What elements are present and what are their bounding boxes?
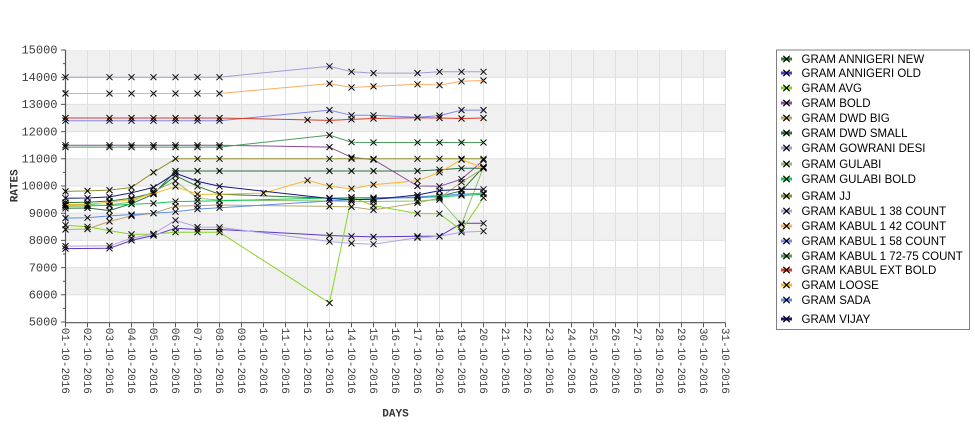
svg-text:25-10-2016: 25-10-2016 bbox=[586, 328, 598, 394]
svg-text:10000: 10000 bbox=[21, 180, 57, 194]
svg-text:28-10-2016: 28-10-2016 bbox=[652, 328, 664, 394]
svg-text:05-10-2016: 05-10-2016 bbox=[146, 328, 158, 394]
svg-text:GRAM GOWRANI DESI: GRAM GOWRANI DESI bbox=[802, 143, 926, 155]
svg-text:GRAM DWD BIG: GRAM DWD BIG bbox=[802, 113, 890, 125]
svg-text:12-10-2016: 12-10-2016 bbox=[300, 328, 312, 394]
svg-text:13000: 13000 bbox=[21, 98, 57, 112]
svg-text:GRAM KABUL 1 38 COUNT: GRAM KABUL 1 38 COUNT bbox=[802, 206, 947, 218]
svg-text:GRAM LOOSE: GRAM LOOSE bbox=[802, 280, 880, 292]
svg-text:GRAM BOLD: GRAM BOLD bbox=[802, 98, 871, 110]
svg-text:06-10-2016: 06-10-2016 bbox=[168, 328, 180, 394]
svg-text:09-10-2016: 09-10-2016 bbox=[234, 328, 246, 394]
svg-text:03-10-2016: 03-10-2016 bbox=[102, 328, 114, 394]
svg-text:29-10-2016: 29-10-2016 bbox=[674, 328, 686, 394]
svg-text:DAYS: DAYS bbox=[382, 409, 409, 421]
svg-text:08-10-2016: 08-10-2016 bbox=[212, 328, 224, 394]
svg-text:12000: 12000 bbox=[21, 125, 57, 139]
svg-text:22-10-2016: 22-10-2016 bbox=[520, 328, 532, 394]
svg-text:04-10-2016: 04-10-2016 bbox=[124, 328, 136, 394]
svg-text:GRAM GULABI BOLD: GRAM GULABI BOLD bbox=[802, 174, 916, 186]
svg-text:GRAM SADA: GRAM SADA bbox=[802, 295, 871, 307]
svg-text:01-10-2016: 01-10-2016 bbox=[58, 328, 70, 394]
svg-text:14-10-2016: 14-10-2016 bbox=[344, 328, 356, 394]
svg-text:GRAM KABUL 1 42 COUNT: GRAM KABUL 1 42 COUNT bbox=[802, 221, 947, 233]
svg-text:21-10-2016: 21-10-2016 bbox=[498, 328, 510, 394]
svg-text:20-10-2016: 20-10-2016 bbox=[476, 328, 488, 394]
svg-text:GRAM AVG: GRAM AVG bbox=[802, 83, 863, 95]
svg-text:15000: 15000 bbox=[21, 44, 57, 58]
svg-text:27-10-2016: 27-10-2016 bbox=[630, 328, 642, 394]
svg-text:15-10-2016: 15-10-2016 bbox=[366, 328, 378, 394]
svg-text:14000: 14000 bbox=[21, 71, 57, 85]
svg-text:GRAM KABUL EXT BOLD: GRAM KABUL EXT BOLD bbox=[802, 265, 937, 277]
svg-text:GRAM KABUL 1 72-75 COUNT: GRAM KABUL 1 72-75 COUNT bbox=[802, 251, 963, 263]
svg-text:24-10-2016: 24-10-2016 bbox=[564, 328, 576, 394]
svg-text:5000: 5000 bbox=[29, 316, 58, 330]
svg-text:GRAM DWD SMALL: GRAM DWD SMALL bbox=[802, 128, 909, 140]
svg-text:6000: 6000 bbox=[29, 289, 58, 303]
svg-text:10-10-2016: 10-10-2016 bbox=[256, 328, 268, 394]
svg-text:GRAM ANNIGERI OLD: GRAM ANNIGERI OLD bbox=[802, 68, 922, 80]
svg-text:18-10-2016: 18-10-2016 bbox=[432, 328, 444, 394]
svg-text:GRAM KABUL 1 58 COUNT: GRAM KABUL 1 58 COUNT bbox=[802, 236, 947, 248]
svg-text:13-10-2016: 13-10-2016 bbox=[322, 328, 334, 394]
svg-text:GRAM ANNIGERI NEW: GRAM ANNIGERI NEW bbox=[802, 54, 925, 66]
svg-text:9000: 9000 bbox=[29, 207, 58, 221]
svg-text:GRAM GULABI: GRAM GULABI bbox=[802, 159, 882, 171]
svg-text:23-10-2016: 23-10-2016 bbox=[542, 328, 554, 394]
svg-text:26-10-2016: 26-10-2016 bbox=[608, 328, 620, 394]
svg-text:02-10-2016: 02-10-2016 bbox=[80, 328, 92, 394]
svg-text:31-10-2016: 31-10-2016 bbox=[718, 328, 730, 394]
svg-text:11-10-2016: 11-10-2016 bbox=[278, 328, 290, 394]
svg-text:GRAM JJ: GRAM JJ bbox=[802, 191, 851, 203]
svg-text:16-10-2016: 16-10-2016 bbox=[388, 328, 400, 394]
svg-text:30-10-2016: 30-10-2016 bbox=[696, 328, 708, 394]
svg-text:8000: 8000 bbox=[29, 234, 58, 248]
svg-text:GRAM VIJAY: GRAM VIJAY bbox=[802, 314, 871, 326]
svg-text:RATES: RATES bbox=[10, 169, 22, 202]
svg-text:17-10-2016: 17-10-2016 bbox=[410, 328, 422, 394]
svg-text:07-10-2016: 07-10-2016 bbox=[190, 328, 202, 394]
svg-text:19-10-2016: 19-10-2016 bbox=[454, 328, 466, 394]
svg-text:7000: 7000 bbox=[29, 261, 58, 275]
svg-text:11000: 11000 bbox=[21, 153, 57, 167]
